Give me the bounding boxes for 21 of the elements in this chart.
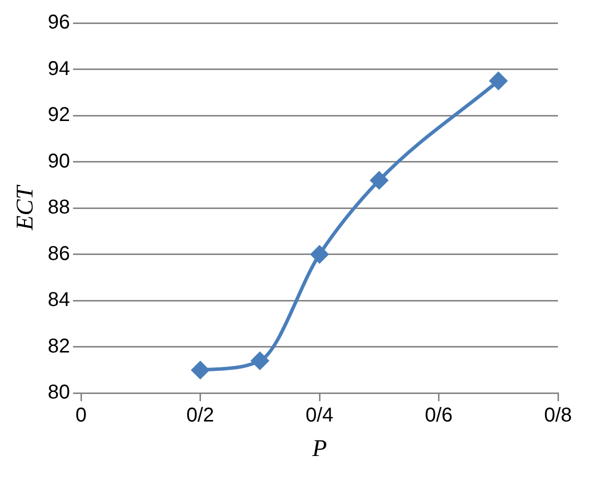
y-tick-label: 92 <box>48 104 70 126</box>
x-axis-title: P <box>311 436 328 462</box>
y-tick-label: 94 <box>48 58 70 80</box>
y-tick-label: 82 <box>48 335 70 358</box>
point <box>310 246 328 264</box>
y-tick-label: 86 <box>48 242 70 265</box>
y-tick-label: 80 <box>48 382 70 404</box>
y-axis-title: ECT <box>12 184 39 232</box>
x-tick-label: 0 <box>75 404 87 427</box>
point <box>192 361 210 379</box>
y-tick-label: 90 <box>48 150 70 172</box>
point <box>251 352 269 370</box>
point <box>370 172 388 190</box>
point <box>490 72 508 90</box>
y-tick-label: 88 <box>48 196 70 219</box>
y-tick-label: 96 <box>48 12 70 34</box>
x-tick-label: 0/8 <box>544 404 572 427</box>
y-tick-label: 84 <box>48 289 70 312</box>
x-tick-label: 0/2 <box>186 404 214 427</box>
x-tick-label: 0/6 <box>424 404 453 427</box>
x-tick-label: 0/4 <box>306 404 334 427</box>
